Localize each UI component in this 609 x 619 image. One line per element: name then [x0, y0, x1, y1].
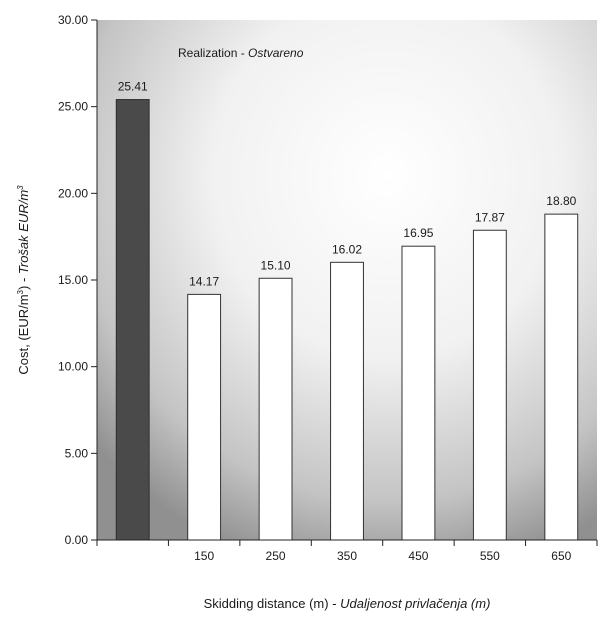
- x-tick-label: 450: [408, 549, 428, 563]
- x-tick-label: 150: [194, 549, 214, 563]
- y-axis-label: Cost, (EUR/m3) - Trošak EUR/m3: [16, 185, 31, 375]
- x-tick-label: 250: [266, 549, 286, 563]
- data-label: 16.02: [332, 242, 362, 256]
- bar: [472, 229, 507, 541]
- x-tick-label: 350: [337, 549, 357, 563]
- y-ticks: 0.00 5.00 10.00 15.00 20.00 25.00 30.00: [58, 13, 97, 547]
- bar: [187, 293, 222, 541]
- x-tick-label: 650: [551, 549, 571, 563]
- x-ticks: 150 250 350 450 550 650: [96, 540, 598, 563]
- y-tick-label: 25.00: [58, 100, 88, 114]
- y-tick-label: 5.00: [65, 446, 89, 460]
- y-tick-label: 10.00: [58, 360, 88, 374]
- bar: [330, 261, 364, 541]
- bar: [544, 213, 579, 541]
- data-label: 18.80: [546, 194, 576, 208]
- y-tick-label: 30.00: [58, 13, 88, 27]
- y-tick-label: 20.00: [58, 186, 88, 200]
- y-tick-label: 0.00: [65, 533, 89, 547]
- x-tick-label: 550: [480, 549, 500, 563]
- x-axis-label: Skidding distance (m) - Udaljenost privl…: [204, 596, 491, 611]
- bar: [258, 277, 293, 541]
- data-label: 17.87: [475, 210, 505, 224]
- data-label: 14.17: [189, 274, 219, 288]
- data-label: 25.41: [118, 80, 148, 94]
- y-tick-label: 15.00: [58, 273, 88, 287]
- bar: [401, 245, 436, 541]
- data-labels: 25.41 14.17 15.10 16.02 16.95 17.87 18.80: [118, 80, 577, 289]
- bars-layer: [115, 99, 579, 541]
- data-label: 15.10: [261, 258, 291, 272]
- legend-annotation: Realization - Ostvareno: [178, 46, 304, 60]
- data-label: 16.95: [403, 226, 433, 240]
- bar: [115, 99, 150, 541]
